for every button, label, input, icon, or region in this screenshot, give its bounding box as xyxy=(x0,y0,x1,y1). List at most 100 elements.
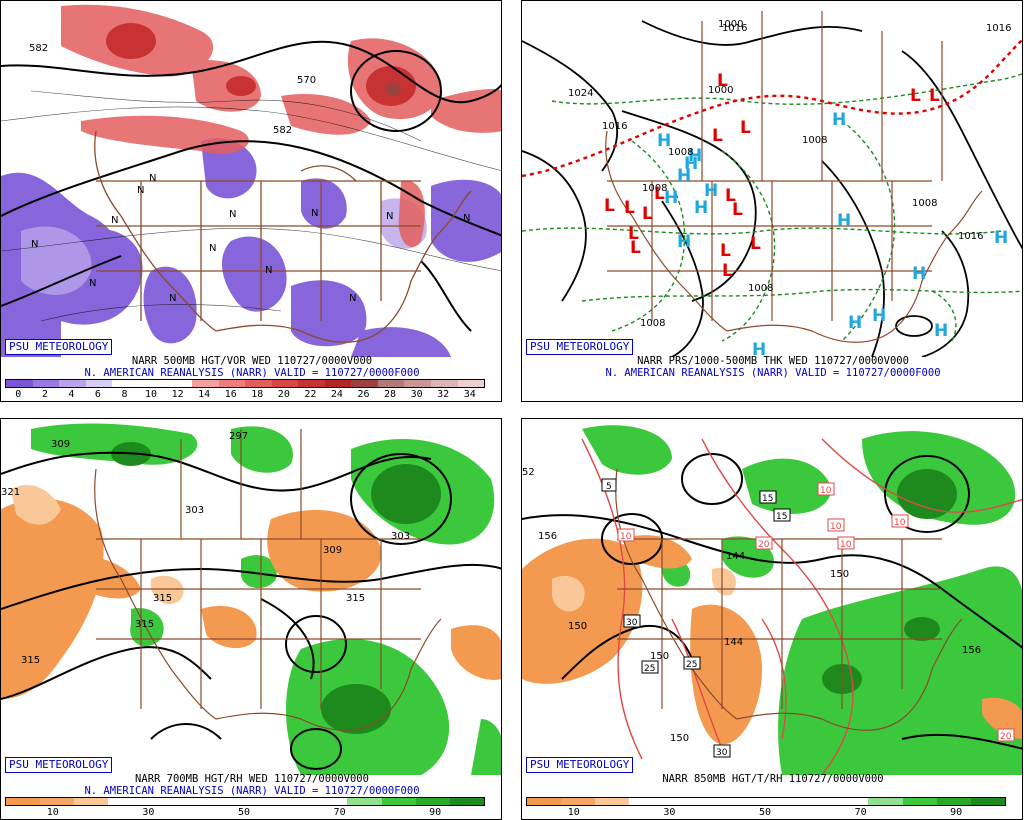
panel-title: NARR 700MB HGT/RH WED 110727/0000V000 xyxy=(135,773,369,785)
colorbar-tick-label: 2 xyxy=(41,389,48,400)
colorbar-swatch xyxy=(279,798,314,805)
isobar-label: 1016 xyxy=(986,23,1011,34)
vort-symbol: N xyxy=(265,265,272,276)
colorbar-swatch xyxy=(902,798,937,805)
colorbar-swatch xyxy=(663,798,698,805)
colorbar-tick-label: 32 xyxy=(437,389,450,400)
colorbar-swatch xyxy=(377,380,405,387)
height-contour-label: 582 xyxy=(273,125,292,136)
low-symbol: L xyxy=(654,184,665,204)
colorbar-swatch xyxy=(595,798,630,805)
rh850-map: 150 52 156 150 144 144 150 156 150 5 10 … xyxy=(522,419,1022,775)
colorbar-swatch xyxy=(6,380,33,387)
isobar-label: 1000 xyxy=(718,19,743,30)
colorbar-swatch xyxy=(347,798,382,805)
low-symbol: L xyxy=(740,118,751,138)
colorbar-swatch xyxy=(108,798,143,805)
colorbar-tick-label: 30 xyxy=(142,807,155,818)
isobar-label: 1008 xyxy=(668,147,693,158)
colorbar-swatch xyxy=(32,380,60,387)
colorbar-tick-label: 10 xyxy=(46,807,59,818)
colorbar-swatch xyxy=(629,798,664,805)
panel-pressure-thickness: L L L L L L L L L L L L L L L L H H H H … xyxy=(521,0,1023,402)
colorbar-swatch xyxy=(40,798,75,805)
vort-symbol: N xyxy=(169,293,176,304)
colorbar-tick-label: 22 xyxy=(304,389,317,400)
colorbar-tick-label: 24 xyxy=(330,389,343,400)
height-contour-label: 315 xyxy=(346,593,365,604)
colorbar-swatch xyxy=(936,798,971,805)
height-contour-label: 52 xyxy=(522,467,535,478)
high-symbol: H xyxy=(688,146,702,166)
colorbar-swatch xyxy=(245,380,272,387)
low-symbol: L xyxy=(750,234,761,254)
colorbar-swatch xyxy=(449,798,484,805)
vort-symbol: N xyxy=(229,209,236,220)
low-symbol: L xyxy=(720,241,731,261)
height-contour-label: 309 xyxy=(51,439,70,450)
colorbar-tick-label: 18 xyxy=(251,389,264,400)
isotherm-value: 20 xyxy=(758,540,770,550)
colorbar-tick-label: 50 xyxy=(758,807,772,818)
height-contour-label: 156 xyxy=(962,645,981,656)
colorbar-tick-label: 90 xyxy=(429,807,442,818)
colorbar xyxy=(5,797,485,806)
isotherm-value: 30 xyxy=(626,618,638,628)
height-contour-label: 144 xyxy=(726,551,745,562)
colorbar xyxy=(526,797,1006,806)
vort-symbol: N xyxy=(311,208,318,219)
high-symbol: H xyxy=(832,110,846,130)
high-symbol: H xyxy=(994,228,1008,248)
panel-subtitle: N. AMERICAN REANALYSIS (NARR) VALID = 11… xyxy=(605,367,941,379)
high-symbol: H xyxy=(934,321,948,341)
colorbar-tick-label: 26 xyxy=(357,389,370,400)
isotherm-value: 25 xyxy=(644,664,655,674)
panel-700mb-rh: 309 297 303 321 315 315 309 315 315 303 … xyxy=(0,418,502,820)
colorbar-swatch xyxy=(527,798,562,805)
vort-symbol: N xyxy=(137,185,144,196)
low-symbol: L xyxy=(604,196,615,216)
colorbar-swatch xyxy=(176,798,211,805)
low-symbol: L xyxy=(717,71,728,91)
low-symbol: L xyxy=(628,224,639,244)
panel-subtitle: N. AMERICAN REANALYSIS (NARR) VALID = 11… xyxy=(84,785,420,797)
isobar-label: 1008 xyxy=(642,183,667,194)
colorbar-swatch xyxy=(731,798,766,805)
isobar-label: 1016 xyxy=(602,121,627,132)
vort-symbol: N xyxy=(386,211,393,222)
colorbar-swatch xyxy=(244,798,280,805)
colorbar-tick-label: 10 xyxy=(145,389,158,400)
low-symbol: L xyxy=(732,200,743,220)
colorbar-swatch xyxy=(74,798,109,805)
colorbar-tick-label: 70 xyxy=(333,807,346,818)
colorbar-swatch xyxy=(218,380,246,387)
colorbar-swatch xyxy=(313,798,348,805)
colorbar-swatch xyxy=(6,798,41,805)
high-symbol: H xyxy=(684,154,698,174)
high-symbol: H xyxy=(704,181,718,201)
pressure-map: L L L L L L L L L L L L L L L L H H H H … xyxy=(522,1,1022,357)
high-symbol: H xyxy=(912,264,926,284)
height-contour-label: 150 xyxy=(830,569,849,580)
colorbar-tick-label: 30 xyxy=(663,807,676,818)
isotherm-labels: 5 10 10 10 15 15 20 10 10 30 25 25 30 20 xyxy=(601,478,1015,758)
high-symbol: H xyxy=(837,211,851,231)
high-symbol: H xyxy=(664,188,678,208)
colorbar-tick-label: 70 xyxy=(854,807,867,818)
colorbar-swatch xyxy=(561,798,596,805)
isotherm-value: 15 xyxy=(776,512,787,522)
vort-symbol: N xyxy=(111,215,118,226)
vort-symbol: N xyxy=(149,173,156,184)
height-contour-label: 582 xyxy=(29,43,48,54)
colorbar-swatch xyxy=(165,380,192,387)
colorbar-swatch xyxy=(85,380,113,387)
isotherm-value: 10 xyxy=(894,518,906,528)
colorbar-swatch xyxy=(59,380,86,387)
isotherm-value: 10 xyxy=(620,532,632,542)
isotherm-value: 5 xyxy=(606,482,612,492)
colorbar xyxy=(5,379,485,388)
psu-meteorology-badge: PSU METEOROLOGY xyxy=(526,339,634,355)
height-contour-label: 321 xyxy=(1,487,20,498)
colorbar-swatch xyxy=(970,798,1005,805)
colorbar-swatch xyxy=(210,798,245,805)
